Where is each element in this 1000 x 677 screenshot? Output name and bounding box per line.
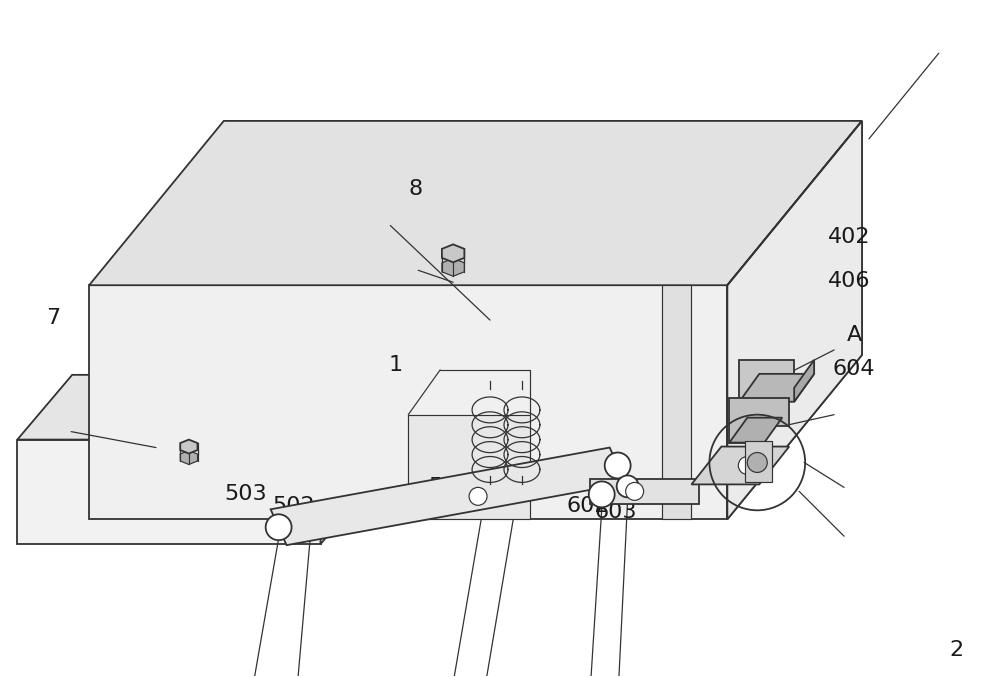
Polygon shape: [89, 121, 862, 285]
Text: 8: 8: [408, 179, 422, 199]
Circle shape: [469, 487, 487, 505]
Polygon shape: [180, 450, 198, 464]
Polygon shape: [727, 121, 862, 519]
Polygon shape: [739, 360, 794, 401]
Polygon shape: [17, 375, 375, 439]
Circle shape: [738, 456, 756, 475]
Polygon shape: [729, 398, 789, 443]
Text: 602: 602: [567, 496, 609, 516]
Polygon shape: [590, 479, 699, 504]
Text: 603: 603: [594, 502, 637, 523]
Polygon shape: [727, 121, 862, 519]
Text: 503: 503: [224, 483, 267, 504]
Circle shape: [605, 452, 631, 479]
Text: 406: 406: [828, 271, 870, 291]
Polygon shape: [729, 418, 782, 443]
Polygon shape: [691, 447, 789, 485]
Circle shape: [589, 481, 615, 507]
Polygon shape: [271, 447, 626, 545]
Text: 402: 402: [828, 227, 870, 247]
Polygon shape: [89, 285, 727, 519]
Text: A: A: [846, 325, 862, 345]
Text: 505: 505: [429, 477, 472, 497]
Circle shape: [747, 452, 767, 473]
Polygon shape: [180, 439, 198, 454]
Polygon shape: [442, 259, 464, 276]
Polygon shape: [745, 441, 772, 483]
Polygon shape: [794, 360, 814, 401]
Circle shape: [626, 483, 644, 500]
Polygon shape: [442, 244, 464, 262]
Circle shape: [617, 475, 639, 498]
Polygon shape: [17, 439, 320, 544]
Text: 7: 7: [46, 308, 60, 328]
Polygon shape: [739, 374, 814, 401]
Polygon shape: [320, 375, 375, 544]
Text: 504: 504: [459, 487, 501, 507]
Text: 502: 502: [272, 496, 315, 516]
Polygon shape: [727, 121, 862, 285]
Polygon shape: [662, 285, 691, 519]
Text: 2: 2: [950, 640, 964, 660]
Text: 1: 1: [388, 355, 402, 376]
Polygon shape: [408, 415, 530, 519]
Text: 604: 604: [833, 359, 875, 379]
Circle shape: [266, 515, 292, 540]
